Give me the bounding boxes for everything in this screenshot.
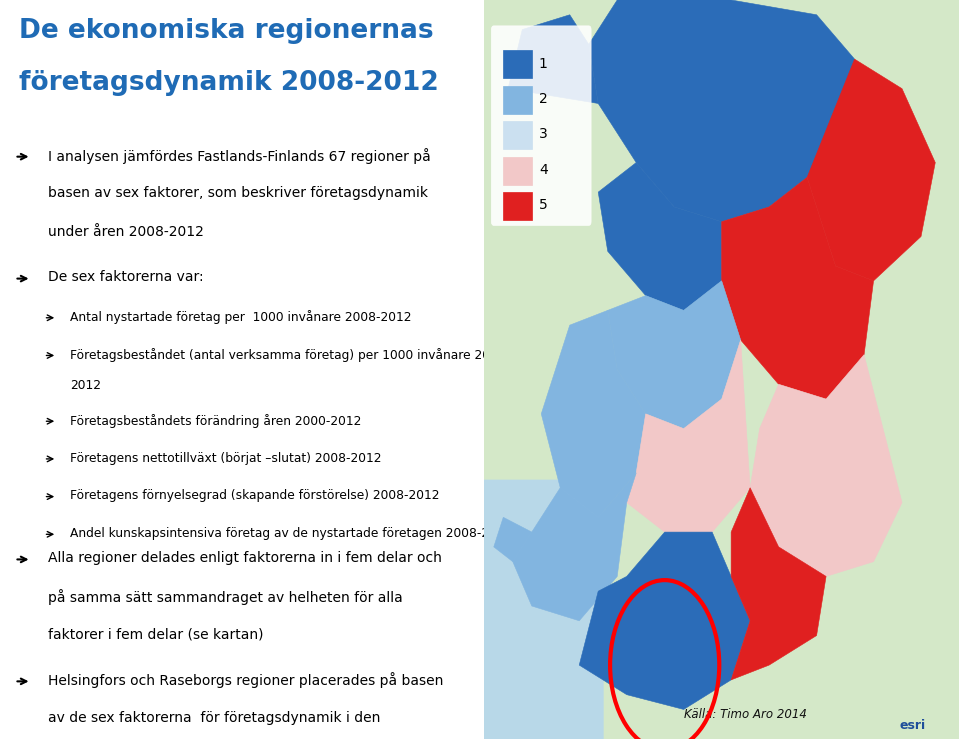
Text: Antal nystartade företag per  1000 invånare 2008-2012: Antal nystartade företag per 1000 invåna… — [70, 310, 411, 324]
FancyBboxPatch shape — [484, 480, 603, 739]
Polygon shape — [722, 177, 874, 399]
Bar — [503, 121, 531, 149]
Text: Företagsbeståndets förändring åren 2000-2012: Företagsbeståndets förändring åren 2000-… — [70, 414, 362, 428]
FancyBboxPatch shape — [491, 26, 591, 225]
Text: De sex faktorerna var:: De sex faktorerna var: — [48, 270, 204, 284]
Text: 2: 2 — [539, 92, 548, 106]
Bar — [503, 50, 531, 78]
Text: I analysen jämfördes Fastlands-Finlands 67 regioner på: I analysen jämfördes Fastlands-Finlands … — [48, 148, 432, 164]
Text: företagsdynamik 2008-2012: företagsdynamik 2008-2012 — [19, 70, 439, 96]
Polygon shape — [589, 0, 854, 222]
Text: 3: 3 — [539, 128, 548, 141]
Text: faktorer i fem delar (se kartan): faktorer i fem delar (se kartan) — [48, 627, 264, 641]
Text: 2012: 2012 — [70, 379, 102, 392]
Bar — [503, 157, 531, 185]
Polygon shape — [508, 15, 598, 103]
Text: Helsingfors och Raseborgs regioner placerades på basen: Helsingfors och Raseborgs regioner place… — [48, 672, 444, 689]
Polygon shape — [598, 163, 722, 310]
Text: 5: 5 — [539, 199, 548, 212]
Text: Alla regioner delades enligt faktorerna in i fem delar och: Alla regioner delades enligt faktorerna … — [48, 551, 442, 565]
Text: på samma sätt sammandraget av helheten för alla: på samma sätt sammandraget av helheten f… — [48, 589, 403, 605]
Text: Företagens förnyelsegrad (skapande förstörelse) 2008-2012: Företagens förnyelsegrad (skapande först… — [70, 489, 440, 503]
Bar — [503, 86, 531, 114]
Text: av de sex faktorerna  för företagsdynamik i den: av de sex faktorerna för företagsdynamik… — [48, 711, 386, 725]
Text: 4: 4 — [539, 163, 548, 177]
Text: esri: esri — [900, 718, 925, 732]
Text: Andel kunskapsintensiva företag av de nystartade företagen 2008-2012: Andel kunskapsintensiva företag av de ny… — [70, 527, 513, 540]
Polygon shape — [608, 281, 740, 429]
Text: Företagens nettotillväxt (börjat –slutat) 2008-2012: Företagens nettotillväxt (börjat –slutat… — [70, 452, 382, 465]
Text: Källa: Timo Aro 2014: Källa: Timo Aro 2014 — [684, 707, 807, 721]
Polygon shape — [627, 340, 750, 532]
Polygon shape — [541, 310, 645, 517]
Text: Företagsbeståndet (antal verksamma företag) per 1000 invånare 2008-: Företagsbeståndet (antal verksamma föret… — [70, 348, 510, 362]
Text: De ekonomiska regionernas: De ekonomiska regionernas — [19, 18, 434, 44]
Polygon shape — [807, 59, 935, 281]
Polygon shape — [750, 355, 902, 576]
Text: basen av sex faktorer, som beskriver företagsdynamik: basen av sex faktorer, som beskriver för… — [48, 186, 429, 200]
Polygon shape — [579, 532, 750, 709]
Polygon shape — [494, 517, 531, 562]
Bar — [503, 192, 531, 220]
Text: 1: 1 — [539, 57, 548, 70]
Text: under åren 2008-2012: under åren 2008-2012 — [48, 225, 204, 239]
Polygon shape — [513, 473, 636, 621]
Polygon shape — [731, 488, 826, 680]
